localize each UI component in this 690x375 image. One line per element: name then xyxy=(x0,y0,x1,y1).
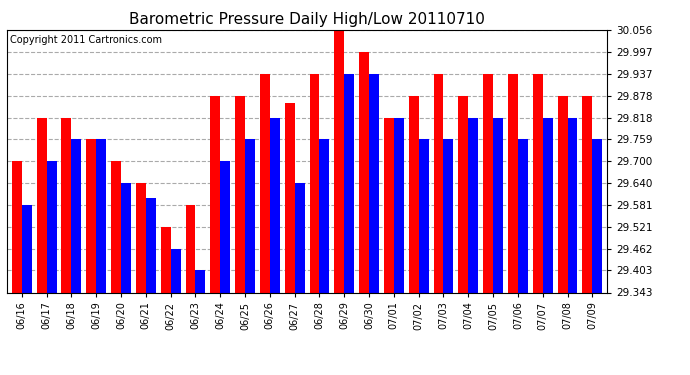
Bar xyxy=(22,205,32,292)
Bar xyxy=(344,74,354,292)
Bar xyxy=(483,74,493,292)
Bar xyxy=(419,140,428,292)
Bar xyxy=(369,74,379,292)
Bar xyxy=(245,140,255,292)
Bar xyxy=(195,270,206,292)
Bar xyxy=(37,118,47,292)
Bar xyxy=(582,96,592,292)
Bar xyxy=(210,96,220,292)
Bar xyxy=(518,140,528,292)
Bar xyxy=(394,118,404,292)
Bar xyxy=(295,183,304,292)
Bar xyxy=(408,96,419,292)
Text: Copyright 2011 Cartronics.com: Copyright 2011 Cartronics.com xyxy=(10,35,162,45)
Bar xyxy=(186,205,195,292)
Bar xyxy=(592,140,602,292)
Bar xyxy=(567,118,578,292)
Bar xyxy=(170,249,181,292)
Title: Barometric Pressure Daily High/Low 20110710: Barometric Pressure Daily High/Low 20110… xyxy=(129,12,485,27)
Bar xyxy=(12,161,22,292)
Bar xyxy=(493,118,503,292)
Bar xyxy=(161,227,170,292)
Bar xyxy=(543,118,553,292)
Bar xyxy=(359,52,369,292)
Bar xyxy=(335,30,344,292)
Bar xyxy=(319,140,329,292)
Bar xyxy=(444,140,453,292)
Bar xyxy=(121,183,131,292)
Bar xyxy=(96,140,106,292)
Bar xyxy=(469,118,478,292)
Bar xyxy=(111,161,121,292)
Bar xyxy=(235,96,245,292)
Bar xyxy=(310,74,319,292)
Bar xyxy=(508,74,518,292)
Bar xyxy=(270,118,279,292)
Bar xyxy=(86,140,96,292)
Bar xyxy=(285,102,295,292)
Bar xyxy=(458,96,469,292)
Bar xyxy=(146,198,156,292)
Bar xyxy=(136,183,146,292)
Bar xyxy=(533,74,543,292)
Bar xyxy=(47,161,57,292)
Bar xyxy=(260,74,270,292)
Bar xyxy=(71,140,81,292)
Bar xyxy=(384,118,394,292)
Bar xyxy=(433,74,444,292)
Bar xyxy=(558,96,567,292)
Bar xyxy=(220,161,230,292)
Bar xyxy=(61,118,71,292)
